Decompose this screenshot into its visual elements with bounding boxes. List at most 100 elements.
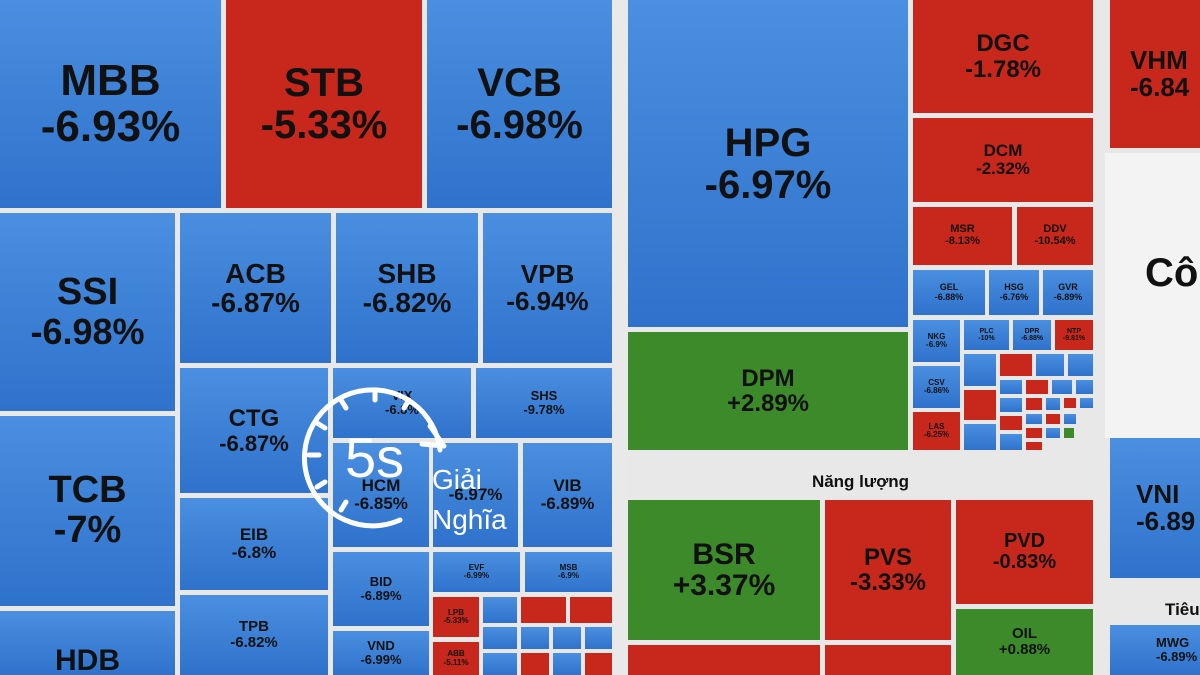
tile-gel[interactable]: GEL -6.88%	[913, 270, 985, 315]
change-label: -6.93%	[40, 102, 181, 151]
change-label: -6.97%	[448, 485, 503, 505]
ticker-label: CSV	[928, 377, 945, 387]
tile-pvs[interactable]: PVS -3.33%	[825, 500, 951, 640]
tile-mini[interactable]	[1076, 380, 1093, 394]
tile-mini[interactable]	[1046, 428, 1060, 438]
tile-stb[interactable]: STB -5.33%	[226, 0, 422, 208]
tile-dgc[interactable]: DGC -1.78%	[913, 0, 1093, 113]
tile-mini[interactable]	[964, 424, 996, 450]
change-label: -6.25%	[923, 430, 950, 439]
tile-mini[interactable]	[1000, 354, 1032, 376]
tile-vnd[interactable]: VND -6.99%	[333, 631, 429, 675]
tile-ctg[interactable]: CTG -6.87%	[180, 368, 328, 493]
tile-mini[interactable]	[521, 653, 549, 675]
tile-mini[interactable]	[628, 645, 820, 675]
tile-hsg[interactable]: HSG -6.76%	[989, 270, 1039, 315]
tile-evf[interactable]: EVF -6.99%	[433, 552, 520, 592]
change-label: -6.98%	[456, 103, 583, 147]
ticker-label: DPM	[741, 364, 795, 392]
tile-msb[interactable]: MSB -6.9%	[525, 552, 612, 592]
tile-tcb[interactable]: TCB -7%	[0, 416, 175, 606]
tile-hdb[interactable]: HDB	[0, 611, 175, 675]
tile-mini[interactable]	[1064, 398, 1076, 408]
tile-shs[interactable]: SHS -9.78%	[476, 368, 612, 438]
tile-csv[interactable]: CSV -6.86%	[913, 366, 960, 408]
change-label: -6.82%	[362, 287, 452, 318]
tile-unlabeled[interactable]: -6.97%	[433, 443, 518, 547]
tile-mini[interactable]	[1000, 380, 1022, 394]
tile-mini[interactable]	[1046, 414, 1060, 424]
tile-vpb[interactable]: VPB -6.94%	[483, 213, 612, 363]
tile-dpm[interactable]: DPM +2.89%	[628, 332, 908, 450]
ticker-label: BSR	[692, 537, 756, 571]
tile-bsr[interactable]: BSR +3.37%	[628, 500, 820, 640]
tile-lpb[interactable]: LPB -5.33%	[433, 597, 479, 637]
ticker-label: DCM	[983, 141, 1023, 161]
tile-dcm[interactable]: DCM -2.32%	[913, 118, 1093, 202]
tile-ddv[interactable]: DDV -10.54%	[1017, 207, 1093, 265]
change-label: -6.97%	[704, 162, 832, 207]
tile-ntp[interactable]: NTP -9.81%	[1055, 320, 1093, 350]
tile-mini[interactable]	[570, 597, 612, 623]
tile-vhm[interactable]: VHM -6.84	[1110, 0, 1200, 148]
tile-dpr[interactable]: DPR -6.88%	[1013, 320, 1051, 350]
tile-mini[interactable]	[483, 597, 517, 623]
tile-mini[interactable]	[553, 627, 581, 649]
tile-oil[interactable]: OIL +0.88%	[956, 609, 1093, 675]
tile-mini[interactable]	[1026, 398, 1042, 410]
tile-mini[interactable]	[1064, 414, 1076, 424]
tile-abb[interactable]: ABB -5.11%	[433, 642, 479, 675]
logo-badge: 5s	[345, 426, 405, 489]
tile-mini[interactable]	[1052, 380, 1072, 394]
ticker-label: MWG	[1156, 635, 1190, 651]
tile-mini[interactable]	[1026, 380, 1048, 394]
tile-mini[interactable]	[553, 653, 581, 675]
tile-mini[interactable]	[1000, 434, 1022, 450]
tile-mini[interactable]	[825, 645, 951, 675]
tile-bid[interactable]: BID -6.89%	[333, 552, 429, 626]
tile-msr[interactable]: MSR -8.13%	[913, 207, 1012, 265]
tile-mini[interactable]	[585, 653, 612, 675]
tile-mini[interactable]	[521, 597, 566, 623]
tile-mini[interactable]	[1026, 442, 1042, 450]
ticker-label: VND	[367, 638, 395, 654]
tile-mini[interactable]	[964, 390, 996, 420]
tile-mini[interactable]	[1026, 414, 1042, 424]
tile-eib[interactable]: EIB -6.8%	[180, 498, 328, 590]
tile-mini[interactable]	[964, 354, 996, 386]
tile-vib[interactable]: VIB -6.89%	[523, 443, 612, 547]
tile-vcb[interactable]: VCB -6.98%	[427, 0, 612, 208]
tile-mini[interactable]	[1068, 354, 1093, 376]
tile-vnm[interactable]: VNI -6.89	[1110, 438, 1200, 578]
tile-gvr[interactable]: GVR -6.89%	[1043, 270, 1093, 315]
tile-mini[interactable]	[521, 627, 549, 649]
tile-hcm[interactable]: HCM -6.85%	[333, 443, 429, 547]
tile-mwg[interactable]: MWG -6.89%	[1110, 625, 1200, 675]
tile-mini[interactable]	[1026, 428, 1042, 438]
change-label: -0.83%	[992, 551, 1057, 573]
tile-nkg[interactable]: NKG -6.9%	[913, 320, 960, 362]
tile-mbb[interactable]: MBB -6.93%	[0, 0, 221, 208]
tile-mini[interactable]	[483, 627, 517, 649]
tile-mini[interactable]	[1046, 398, 1060, 410]
tile-mini[interactable]	[1080, 398, 1093, 408]
tile-mini[interactable]	[1000, 398, 1022, 412]
tile-mini[interactable]	[483, 653, 517, 675]
tile-las[interactable]: LAS -6.25%	[913, 412, 960, 450]
ticker-label: SHS	[530, 388, 558, 404]
change-label: -6.88%	[1020, 335, 1044, 342]
clock-icon	[301, 387, 447, 529]
tile-mini[interactable]	[585, 627, 612, 649]
tile-acb[interactable]: ACB -6.87%	[180, 213, 331, 363]
tile-shb[interactable]: SHB -6.82%	[336, 213, 478, 363]
tile-mini[interactable]	[1064, 428, 1074, 438]
tile-mini[interactable]	[1000, 416, 1022, 430]
tile-hpg[interactable]: HPG -6.97%	[628, 0, 908, 327]
tile-pvd[interactable]: PVD -0.83%	[956, 500, 1093, 604]
tile-ssi[interactable]: SSI -6.98%	[0, 213, 175, 411]
logo-line2: Nghĩa	[432, 504, 507, 535]
tile-mini[interactable]	[1036, 354, 1064, 376]
sector-label-energy: Năng lượng	[811, 472, 910, 491]
tile-plc[interactable]: PLC -10%	[964, 320, 1009, 350]
tile-tpb[interactable]: TPB -6.82%	[180, 595, 328, 675]
